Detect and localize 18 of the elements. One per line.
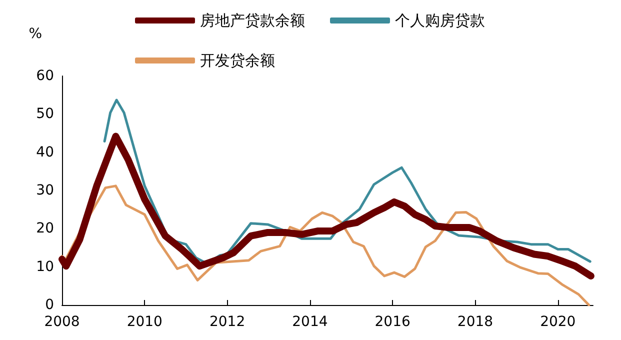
- legend-label: 开发贷余额: [200, 52, 275, 70]
- x-tick-label: 2020: [540, 314, 576, 330]
- x-tick-label: 2018: [457, 314, 494, 330]
- y-axis-title: %: [28, 26, 42, 42]
- x-tick-label: 2008: [44, 314, 80, 330]
- x-tick-label: 2016: [374, 314, 410, 330]
- y-tick-label: 40: [36, 144, 54, 160]
- legend-label: 个人购房贷款: [395, 12, 485, 30]
- x-tick-label: 2012: [209, 314, 246, 330]
- y-tick-label: 60: [36, 68, 54, 84]
- y-tick-label: 10: [36, 258, 54, 275]
- y-tick-label: 20: [36, 220, 54, 237]
- y-tick-label: 50: [36, 106, 54, 122]
- x-tick-label: 2010: [126, 314, 162, 330]
- legend-label: 房地产贷款余额: [200, 12, 305, 30]
- x-tick-label: 2014: [292, 314, 328, 330]
- y-tick-label: 0: [45, 297, 54, 313]
- y-tick-label: 30: [36, 182, 54, 198]
